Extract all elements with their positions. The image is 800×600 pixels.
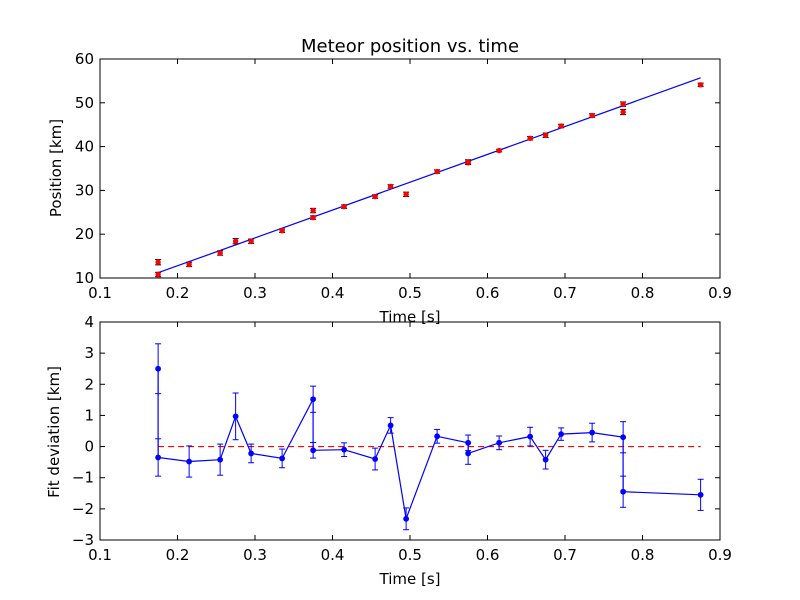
data-point [589,112,595,119]
x-tick-label: 0.8 [631,284,655,302]
data-point [620,109,626,115]
chart-title: Meteor position vs. time [301,36,519,57]
y-tick-label: −3 [72,531,94,549]
data-point [155,271,161,278]
data-point [620,488,627,495]
data-point [527,433,534,440]
data-point [558,431,565,438]
data-point [372,193,378,200]
x-tick-label: 0.7 [553,546,577,564]
x-tick-label: 0.5 [398,284,422,302]
data-point [387,183,394,190]
data-point [217,250,223,256]
x-tick-label: 0.9 [708,284,732,302]
data-point [434,168,440,175]
y-tick-label: 2 [84,375,94,393]
data-point [403,191,409,198]
data-point [310,207,316,214]
data-point [155,454,162,461]
data-point [542,456,549,463]
data-point [341,446,348,453]
x-tick-label: 0.9 [708,546,732,564]
data-point [527,135,533,141]
data-point [310,396,317,403]
chart-position: Meteor position vs. time Position [km] T… [47,36,732,326]
data-point [186,261,192,268]
x-tick-label: 0.2 [166,546,190,564]
data-point [232,413,239,420]
data-point [465,159,471,165]
x-tick-label: 0.1 [88,546,112,564]
plot-area [155,343,704,531]
x-tick-label: 0.7 [553,284,577,302]
data-point [248,238,254,244]
data-point [542,132,549,138]
data-point [697,491,704,498]
data-point [248,450,255,457]
axes-frame [99,58,721,279]
y-tick-label: 0 [84,438,94,456]
data-point [589,429,596,436]
chart-deviation: Fit deviation [km] Time [s] 0.1 0.2 0.3 0.4… [45,313,732,588]
x-tick-label: 0.6 [476,546,500,564]
data-point [697,82,704,88]
x-axis-label: Time [s] [379,570,441,588]
y-tick-label: 60 [75,50,94,68]
data-point [403,515,410,522]
data-point [434,433,441,440]
data-point [279,455,286,462]
y-tick-label: 50 [75,94,94,112]
x-tick-label: 0.2 [166,284,190,302]
data-point [310,214,316,221]
data-point [496,147,502,154]
y-tick-label: −1 [72,469,94,487]
x-tick-label: 0.4 [321,546,345,564]
y-tick-label: 30 [75,181,94,199]
y-tick-label: −2 [72,500,94,518]
y-tick-label: 20 [75,225,94,243]
axes-frame [99,321,721,541]
data-point [372,456,379,462]
data-point [279,227,285,234]
x-tick-label: 0.1 [88,284,112,302]
data-point [341,203,347,210]
data-point [465,450,472,457]
data-point [186,458,193,465]
y-tick-label: 10 [75,269,94,287]
data-point [620,101,626,107]
series-line [157,368,701,522]
y-tick-label: 40 [75,138,94,156]
y-tick-label: 1 [84,406,94,424]
data-point [620,434,627,441]
x-tick-label: 0.5 [398,546,422,564]
data-point [496,439,503,446]
axes-ticks: 0.1 0.2 0.3 0.4 0.5 0.6 0.7 0.8 0.9 −3 −2 −1 0 1 2 3 4 [72,313,732,564]
data-point [232,238,239,244]
data-point [310,447,317,454]
data-point [155,365,162,372]
y-tick-label: 4 [84,313,94,331]
x-tick-label: 0.6 [476,284,500,302]
x-tick-label: 0.8 [631,546,655,564]
fit-line [157,77,701,274]
data-point [387,422,394,429]
data-point [155,259,161,265]
data-point [217,456,224,463]
x-tick-label: 0.3 [243,546,267,564]
data-point [558,123,564,129]
y-tick-label: 3 [84,344,94,362]
data-point [465,439,472,446]
x-tick-label: 0.4 [321,284,345,302]
y-axis-label: Position [km] [47,119,65,217]
y-axis-label: Fit deviation [km] [45,366,63,498]
plot-area [155,77,704,278]
axes-ticks: 0.1 0.2 0.3 0.4 0.5 0.6 0.7 0.8 0.9 10 20 30 40 50 60 [75,50,732,302]
x-tick-label: 0.3 [243,284,267,302]
